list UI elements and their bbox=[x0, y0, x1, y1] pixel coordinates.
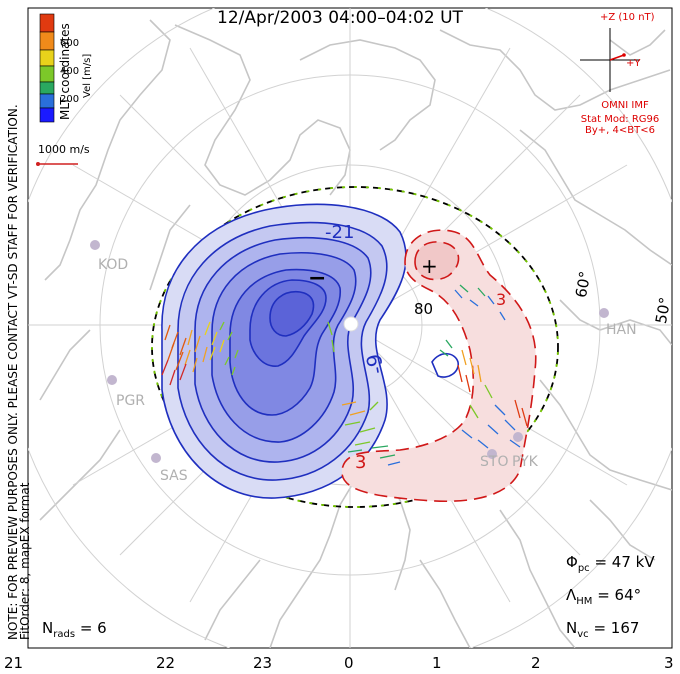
colorbar-label: Vel [m/s] bbox=[82, 53, 93, 98]
station-kod: KOD bbox=[98, 257, 129, 273]
radar-count: Nrads = 6 bbox=[42, 619, 107, 640]
phi-subscript: pc bbox=[577, 563, 590, 574]
nrads-symbol: N bbox=[42, 619, 54, 637]
velocity-vectors-dusk bbox=[161, 321, 239, 386]
imf-source: OMNI IMF bbox=[601, 100, 649, 111]
phi-value: = 47 kV bbox=[594, 553, 655, 571]
station-markers bbox=[90, 240, 609, 463]
vector-key-dot bbox=[36, 162, 40, 166]
imf-z-label: +Z (10 nT) bbox=[600, 12, 655, 23]
nrads-subscript: rads bbox=[53, 629, 76, 640]
imf-y-label: +Y bbox=[626, 58, 641, 69]
map-title: 12/Apr/2003 04:00–04:02 UT bbox=[217, 8, 463, 28]
velocity-vectors-centre bbox=[327, 321, 401, 466]
station-sto: STO bbox=[480, 454, 509, 470]
mlt-label-3: 3 bbox=[664, 654, 674, 672]
nrads-value: = 6 bbox=[79, 619, 107, 637]
fit-order-note: FitOrder: 8, mapEX format bbox=[18, 482, 32, 640]
mlt-label-23: 23 bbox=[253, 654, 273, 672]
lambda-subscript: HM bbox=[576, 596, 593, 607]
negative-minor-contour bbox=[431, 352, 459, 378]
phi-symbol: Φ bbox=[566, 553, 578, 571]
mlt-label-1: 1 bbox=[432, 654, 442, 672]
imf-clock bbox=[580, 28, 640, 92]
potential-maximum-mark: + bbox=[421, 254, 438, 278]
pole-marker bbox=[343, 316, 359, 332]
station-han: HAN bbox=[606, 322, 637, 338]
nvc-value: = 167 bbox=[593, 619, 640, 637]
velocity-vectors-dawn bbox=[439, 284, 528, 449]
cross-polar-potential: Φpc = 47 kV bbox=[566, 553, 655, 574]
potential-minimum-mark: − bbox=[308, 266, 327, 291]
hm-boundary-green bbox=[151, 186, 559, 508]
lambda-symbol: Λ bbox=[566, 586, 577, 604]
mlt-label-21: 21 bbox=[4, 654, 24, 672]
nvc-symbol: N bbox=[566, 619, 578, 637]
lambda-value: = 64° bbox=[597, 586, 642, 604]
positive-cell bbox=[341, 229, 537, 503]
lat-label-80: 80 bbox=[414, 300, 434, 318]
imf-condition: By+, 4<BT<6 bbox=[585, 125, 655, 136]
mlt-label-2: 2 bbox=[531, 654, 541, 672]
colorbar bbox=[39, 13, 55, 123]
station-sas: SAS bbox=[160, 468, 188, 484]
contour-label-neg-mid: -9 bbox=[361, 352, 389, 376]
station-pyk: PYK bbox=[512, 454, 538, 470]
coastlines bbox=[39, 19, 672, 648]
nvc-subscript: vc bbox=[577, 629, 589, 640]
vector-count: Nvc = 167 bbox=[566, 619, 639, 640]
colorbar-tick-600: 600 bbox=[60, 38, 80, 49]
hm-latitude: ΛHM = 64° bbox=[566, 586, 641, 607]
mlt-label-0: 0 bbox=[344, 654, 354, 672]
vector-key-label: 1000 m/s bbox=[38, 143, 90, 156]
contour-label-neg-top: -21 bbox=[325, 222, 355, 243]
colorbar-tick-400: 400 bbox=[60, 66, 80, 77]
station-pgr: PGR bbox=[116, 393, 146, 409]
stat-model: Stat Mod: RG96 bbox=[580, 114, 660, 125]
contour-label-pos-bottom: 3 bbox=[355, 452, 367, 473]
mlt-label-22: 22 bbox=[156, 654, 176, 672]
contour-label-pos-top: 3 bbox=[496, 290, 507, 309]
colorbar-tick-200: 200 bbox=[60, 94, 80, 105]
